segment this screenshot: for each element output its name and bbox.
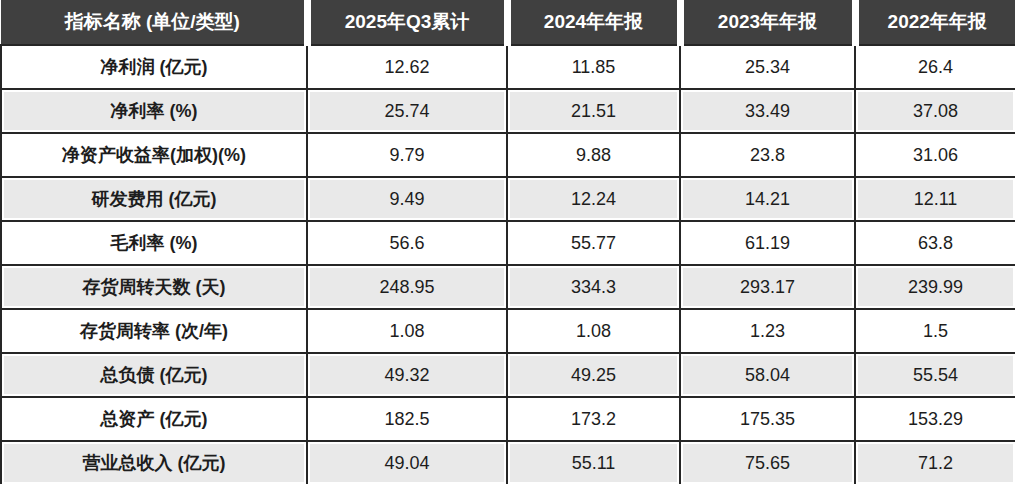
table-row: 毛利率 (%)56.655.7761.1963.8 [1,221,1015,265]
metric-value: 61.19 [680,221,855,265]
metric-value: 12.24 [507,177,680,221]
table-header-row: 指标名称 (单位/类型) 2025年Q3累计 2024年年报 2023年年报 2… [1,0,1015,45]
metric-value: 153.29 [855,397,1015,441]
metric-value: 173.2 [507,397,680,441]
metric-value: 1.08 [507,309,680,353]
metric-value: 49.32 [307,353,507,397]
metric-value: 14.21 [680,177,855,221]
metric-value: 12.11 [855,177,1015,221]
metric-value: 55.11 [507,441,680,484]
metric-value: 1.5 [855,309,1015,353]
metric-value: 9.79 [307,133,507,177]
metric-value: 25.74 [307,89,507,133]
metric-value: 26.4 [855,45,1015,89]
metric-value: 21.51 [507,89,680,133]
metric-value: 33.49 [680,89,855,133]
table-row: 营业总收入 (亿元)49.0455.1175.6571.2 [1,441,1015,484]
column-header-2022-annual: 2022年年报 [855,0,1015,45]
table-row: 研发费用 (亿元)9.4912.2414.2112.11 [1,177,1015,221]
table-row: 存货周转率 (次/年)1.081.081.231.5 [1,309,1015,353]
table-row: 净利率 (%)25.7421.5133.4937.08 [1,89,1015,133]
metric-value: 75.65 [680,441,855,484]
metric-value: 293.17 [680,265,855,309]
metric-label: 存货周转天数 (天) [1,265,307,309]
metric-label: 净利润 (亿元) [1,45,307,89]
metric-value: 63.8 [855,221,1015,265]
table-row: 存货周转天数 (天)248.95334.3293.17239.99 [1,265,1015,309]
metric-value: 56.6 [307,221,507,265]
metric-value: 248.95 [307,265,507,309]
metric-label: 总负债 (亿元) [1,353,307,397]
metric-label: 净利率 (%) [1,89,307,133]
table-row: 净利润 (亿元)12.6211.8525.3426.4 [1,45,1015,89]
metric-label: 研发费用 (亿元) [1,177,307,221]
column-header-metric-name: 指标名称 (单位/类型) [1,0,307,45]
metric-value: 71.2 [855,441,1015,484]
metric-value: 49.04 [307,441,507,484]
metric-value: 182.5 [307,397,507,441]
metric-value: 11.85 [507,45,680,89]
metric-label: 总资产 (亿元) [1,397,307,441]
metric-value: 31.06 [855,133,1015,177]
column-header-2024-annual: 2024年年报 [507,0,680,45]
metric-value: 37.08 [855,89,1015,133]
metric-label: 营业总收入 (亿元) [1,441,307,484]
table-row: 总负债 (亿元)49.3249.2558.0455.54 [1,353,1015,397]
metric-label: 净资产收益率(加权)(%) [1,133,307,177]
metric-value: 23.8 [680,133,855,177]
metric-value: 55.77 [507,221,680,265]
metric-value: 9.88 [507,133,680,177]
metric-value: 55.54 [855,353,1015,397]
metric-value: 239.99 [855,265,1015,309]
metric-value: 25.34 [680,45,855,89]
metric-value: 1.08 [307,309,507,353]
column-header-2025-q3: 2025年Q3累计 [307,0,507,45]
metric-value: 58.04 [680,353,855,397]
metric-value: 49.25 [507,353,680,397]
metric-label: 存货周转率 (次/年) [1,309,307,353]
financial-metrics-table: 指标名称 (单位/类型) 2025年Q3累计 2024年年报 2023年年报 2… [0,0,1015,484]
table-row: 净资产收益率(加权)(%)9.799.8823.831.06 [1,133,1015,177]
metric-value: 12.62 [307,45,507,89]
metric-value: 175.35 [680,397,855,441]
metric-value: 1.23 [680,309,855,353]
metric-value: 9.49 [307,177,507,221]
metric-label: 毛利率 (%) [1,221,307,265]
table-row: 总资产 (亿元)182.5173.2175.35153.29 [1,397,1015,441]
column-header-2023-annual: 2023年年报 [680,0,855,45]
metric-value: 334.3 [507,265,680,309]
